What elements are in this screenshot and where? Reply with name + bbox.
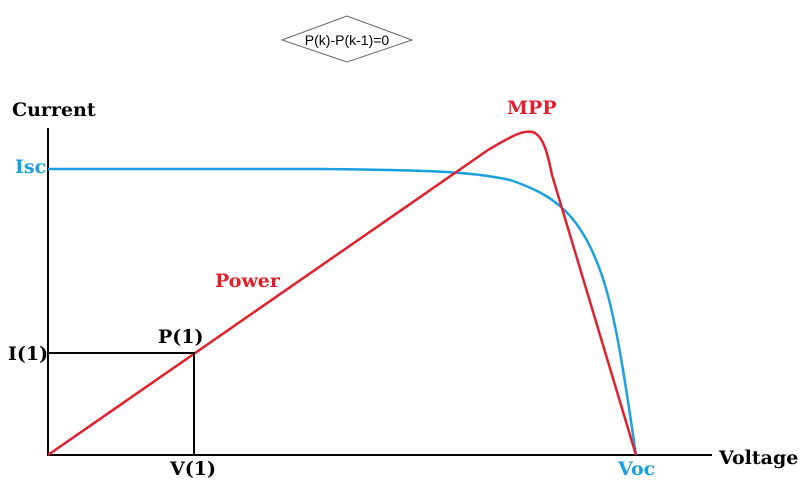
condition-text: P(k)-P(k-1)=0 bbox=[305, 32, 390, 48]
power-label: Power bbox=[215, 270, 281, 292]
current-curve bbox=[48, 167, 638, 456]
y-axis-label: Current bbox=[12, 99, 96, 121]
x-axis-label: Voltage bbox=[718, 447, 798, 469]
diamond-icon bbox=[280, 15, 414, 63]
mpp-label: MPP bbox=[507, 97, 557, 119]
condition-box: P(k)-P(k-1)=0 bbox=[280, 15, 414, 63]
p1-label: P(1) bbox=[158, 326, 204, 348]
voc-label: Voc bbox=[617, 458, 655, 480]
isc-label: Isc bbox=[15, 156, 46, 178]
p1-guides bbox=[48, 352, 195, 455]
power-curve bbox=[47, 130, 638, 457]
axes bbox=[47, 128, 712, 456]
v1-label: V(1) bbox=[169, 458, 216, 480]
i1-label: I(1) bbox=[8, 343, 48, 365]
